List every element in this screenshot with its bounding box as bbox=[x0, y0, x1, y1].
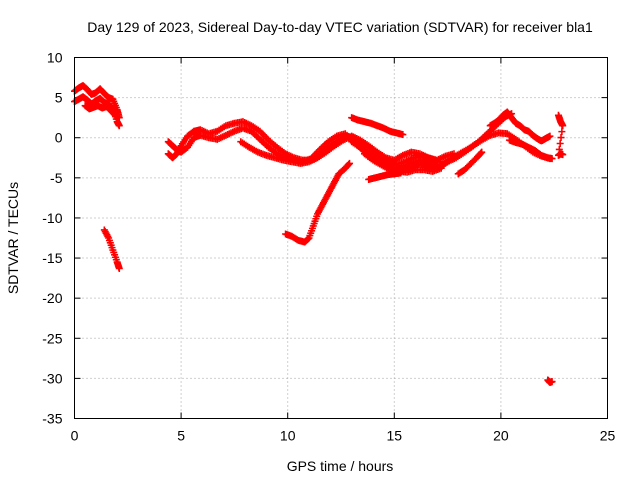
data-point bbox=[559, 122, 567, 130]
series-t17 bbox=[544, 376, 556, 386]
data-point bbox=[110, 110, 118, 118]
series-t9 bbox=[348, 114, 407, 139]
data-point bbox=[111, 111, 119, 119]
data-point bbox=[437, 164, 445, 172]
y-tick-labels: 10 5 0 -5 -10 -15 -20 -25 -30 -35 bbox=[42, 50, 62, 427]
data-point bbox=[399, 131, 407, 139]
x-tick-labels: 0 5 10 15 20 25 bbox=[71, 428, 616, 444]
y-tick-label: -30 bbox=[42, 370, 62, 386]
data-point bbox=[548, 378, 556, 386]
y-tick-label: -35 bbox=[42, 411, 62, 427]
y-tick-label: -15 bbox=[42, 250, 62, 266]
plot-frame bbox=[74, 57, 608, 419]
grid-lines bbox=[74, 57, 608, 419]
y-tick-label: -25 bbox=[42, 330, 62, 346]
series-t8 bbox=[282, 159, 354, 246]
y-tick-label: 5 bbox=[55, 90, 63, 106]
data-point bbox=[548, 155, 556, 163]
series-t16 bbox=[554, 111, 567, 159]
x-tick-label: 25 bbox=[600, 428, 616, 444]
data-point bbox=[397, 169, 405, 177]
x-tick-label: 5 bbox=[177, 428, 185, 444]
x-tick-label: 20 bbox=[493, 428, 509, 444]
y-tick-label: 10 bbox=[47, 50, 63, 66]
data-point bbox=[557, 134, 565, 142]
axis-ticks bbox=[74, 57, 608, 419]
x-tick-label: 0 bbox=[71, 428, 79, 444]
data-points bbox=[71, 82, 567, 386]
y-axis-label: SDTVAR / TECUs bbox=[5, 182, 21, 294]
y-tick-label: 0 bbox=[55, 130, 63, 146]
y-tick-label: -10 bbox=[42, 210, 62, 226]
series-t15 bbox=[505, 136, 556, 163]
x-tick-label: 15 bbox=[387, 428, 403, 444]
series-t13 bbox=[454, 148, 486, 178]
series-t12 bbox=[365, 169, 405, 183]
data-point bbox=[115, 122, 123, 130]
data-point bbox=[346, 159, 354, 167]
chart-title: Day 129 of 2023, Sidereal Day-to-day VTE… bbox=[87, 19, 593, 35]
series-t3 bbox=[81, 102, 119, 119]
data-point bbox=[559, 151, 567, 159]
data-point bbox=[478, 148, 486, 156]
y-tick-label: -20 bbox=[42, 290, 62, 306]
data-point bbox=[477, 149, 485, 157]
x-axis-label: GPS time / hours bbox=[287, 458, 394, 474]
data-point bbox=[115, 264, 123, 272]
data-point bbox=[556, 139, 564, 147]
data-point bbox=[546, 132, 554, 140]
series-t14 bbox=[486, 108, 554, 145]
data-point bbox=[345, 160, 353, 168]
y-tick-label: -5 bbox=[50, 170, 63, 186]
series-t4 bbox=[100, 226, 123, 272]
series-t7 bbox=[237, 132, 458, 167]
x-tick-label: 10 bbox=[280, 428, 296, 444]
data-point bbox=[558, 128, 566, 136]
